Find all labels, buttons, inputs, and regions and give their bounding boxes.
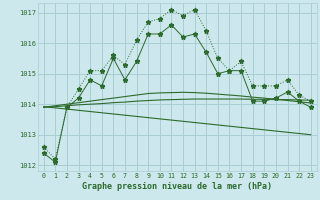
X-axis label: Graphe pression niveau de la mer (hPa): Graphe pression niveau de la mer (hPa) [82, 182, 272, 191]
